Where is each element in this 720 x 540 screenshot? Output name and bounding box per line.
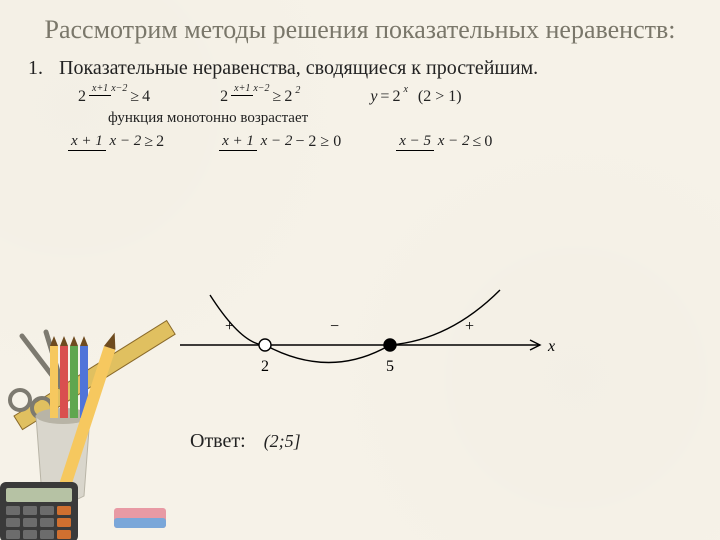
supplies-illustration [0,296,204,540]
monotone-note: функция монотонно возрастает [108,110,692,127]
formula-2c: x − 5 x − 2 ≤ 0 [396,133,492,151]
sign-chart: x 2 5 + − + [180,290,580,400]
formula-row-2: x + 1 x − 2 ≥ 2 x + 1 x − 2 − 2 ≥ 0 x − … [68,133,692,151]
formula-1c: y = 2x (2 > 1) [370,88,461,106]
formula-2b: x + 1 x − 2 − 2 ≥ 0 [219,133,341,151]
formula-2a: x + 1 x − 2 ≥ 2 [68,133,164,151]
bullet-1-text: Показательные неравенства, сводящиеся к … [59,57,538,79]
bullet-1: 1. Показательные неравенства, сводящиеся… [28,57,692,80]
svg-text:+: + [225,318,234,335]
svg-text:x: x [547,338,555,355]
svg-text:+: + [465,318,474,335]
slide-title: Рассмотрим методы решения показательных … [28,14,692,47]
answer-interval: (2;5] [264,431,301,452]
svg-text:2: 2 [261,358,269,375]
svg-text:5: 5 [386,358,394,375]
formula-row-1: 2x+1x−2 ≥ 4 2x+1x−2 ≥ 22 y = 2x (2 > 1) [78,88,692,106]
svg-text:−: − [330,318,339,335]
formula-1b: 2x+1x−2 ≥ 22 [220,88,300,106]
formula-1a: 2x+1x−2 ≥ 4 [78,88,150,106]
bullet-1-num: 1. [28,57,54,80]
answer: Ответ: (2;5] [190,430,301,453]
